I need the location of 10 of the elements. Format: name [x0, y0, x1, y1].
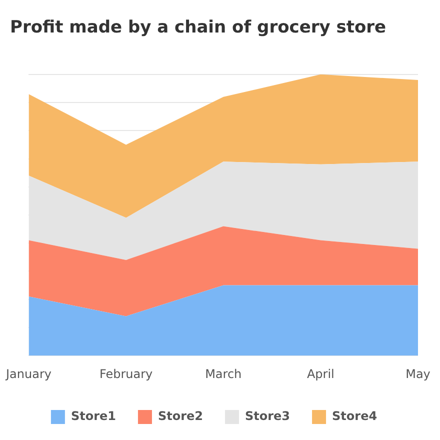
x-tick-label: April: [306, 366, 334, 381]
x-tick-label: January: [4, 366, 52, 381]
x-tick-label: March: [205, 366, 242, 381]
chart-title: Profit made by a chain of grocery store: [10, 18, 386, 38]
x-tick-label: May: [406, 366, 430, 381]
legend-label: Store3: [245, 409, 290, 424]
legend-label: Store1: [70, 409, 116, 424]
legend-label: Store4: [332, 409, 378, 424]
legend-label: Store2: [158, 409, 203, 424]
x-tick-label: February: [99, 366, 153, 381]
